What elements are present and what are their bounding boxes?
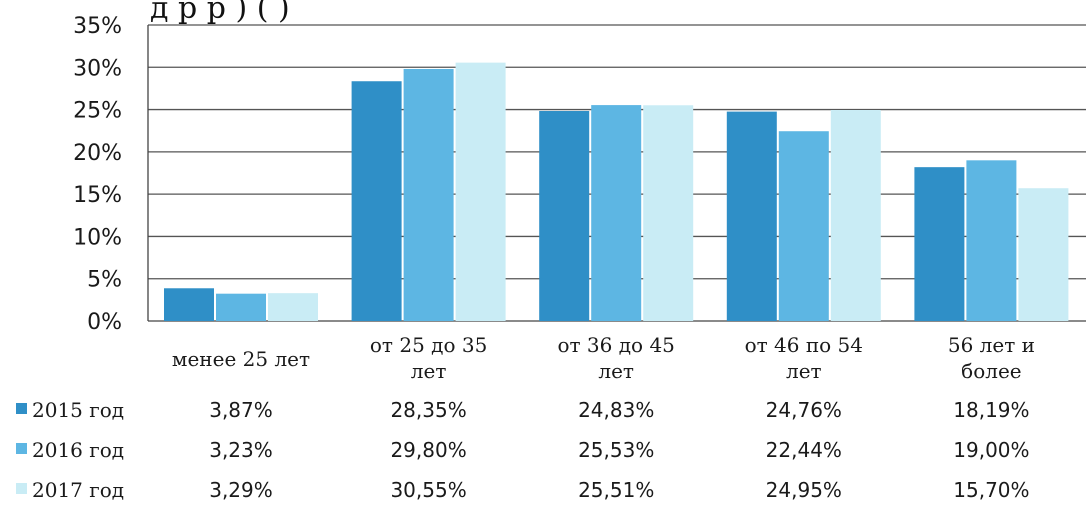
data-table-value: 25,51% bbox=[578, 478, 654, 502]
data-table-value: 24,76% bbox=[766, 398, 842, 422]
y-axis-ticks: 0% 5% 10% 15% 20% 25% 30% 35% bbox=[73, 14, 122, 335]
data-table-value: 25,53% bbox=[578, 438, 654, 462]
data-table-value: 3,87% bbox=[209, 398, 273, 422]
bar bbox=[726, 111, 777, 322]
category-label: менее 25 лет bbox=[172, 347, 310, 371]
y-tick-label: 35% bbox=[73, 14, 122, 39]
bar bbox=[830, 109, 881, 321]
bar bbox=[268, 293, 318, 321]
y-tick-label: 15% bbox=[73, 183, 122, 208]
bars bbox=[164, 62, 1069, 322]
bar bbox=[455, 62, 506, 322]
data-table-value: 3,23% bbox=[209, 438, 273, 462]
data-table-value: 24,83% bbox=[578, 398, 654, 422]
bar bbox=[164, 288, 214, 321]
category-label: лет bbox=[786, 359, 822, 383]
category-label: более bbox=[961, 359, 1021, 383]
y-tick-label: 30% bbox=[73, 56, 122, 81]
category-label: от 36 до 45 bbox=[557, 333, 674, 357]
bar bbox=[643, 105, 694, 321]
bar bbox=[351, 81, 402, 322]
data-table: 2015 год 3,87% 28,35% 24,83% 24,76% 18,19% 201… bbox=[16, 398, 1030, 502]
data-table-value: 19,00% bbox=[953, 438, 1029, 462]
legend-label: 2017 год bbox=[32, 478, 124, 502]
category-label: лет bbox=[598, 359, 634, 383]
legend-swatch bbox=[16, 443, 27, 454]
bar bbox=[591, 105, 642, 321]
bar bbox=[966, 160, 1017, 321]
legend-swatch bbox=[16, 403, 27, 414]
bar bbox=[403, 68, 454, 321]
bar bbox=[216, 293, 266, 321]
y-tick-label: 10% bbox=[73, 225, 122, 250]
bar bbox=[778, 131, 829, 321]
legend-swatch bbox=[16, 483, 27, 494]
category-label: 56 лет и bbox=[948, 333, 1035, 357]
bar bbox=[539, 111, 590, 321]
data-table-value: 29,80% bbox=[390, 438, 466, 462]
chart-title-fragment: д р р ) ( ) bbox=[150, 0, 290, 26]
bar bbox=[1018, 188, 1069, 321]
category-label: от 25 до 35 bbox=[370, 333, 487, 357]
category-label: от 46 по 54 bbox=[745, 333, 863, 357]
bar bbox=[914, 167, 965, 321]
data-table-value: 24,95% bbox=[766, 478, 842, 502]
data-table-value: 30,55% bbox=[390, 478, 466, 502]
y-tick-label: 20% bbox=[73, 141, 122, 166]
legend-label: 2015 год bbox=[32, 398, 124, 422]
y-tick-label: 5% bbox=[87, 268, 122, 293]
data-table-value: 28,35% bbox=[390, 398, 466, 422]
category-label: лет bbox=[411, 359, 447, 383]
y-tick-label: 25% bbox=[73, 99, 122, 124]
y-tick-label: 0% bbox=[87, 310, 122, 335]
legend-label: 2016 год bbox=[32, 438, 124, 462]
data-table-value: 22,44% bbox=[766, 438, 842, 462]
data-table-value: 18,19% bbox=[953, 398, 1029, 422]
data-table-value: 3,29% bbox=[209, 478, 273, 502]
data-table-value: 15,70% bbox=[953, 478, 1029, 502]
